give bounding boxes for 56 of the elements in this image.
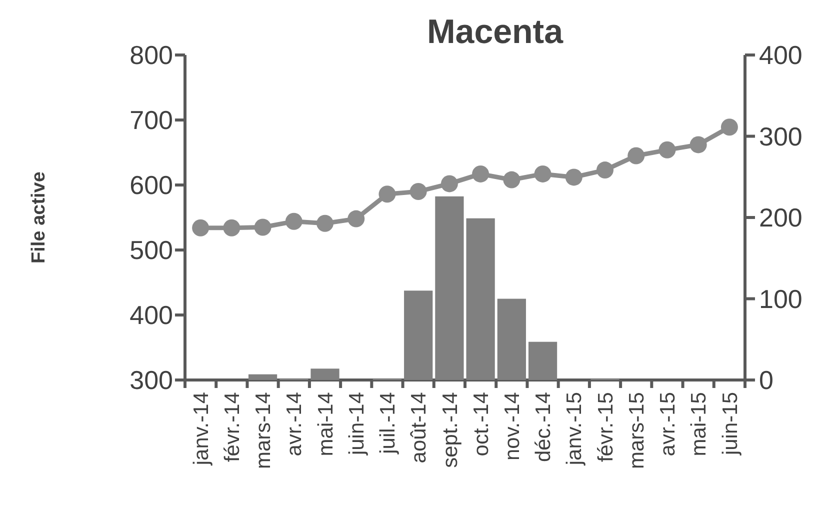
y-tick-label: 400 bbox=[130, 300, 173, 330]
chart-title: Macenta bbox=[426, 13, 564, 51]
x-tick-label: août-14 bbox=[408, 392, 431, 464]
x-tick-label: mars-15 bbox=[625, 392, 648, 470]
point bbox=[690, 136, 707, 154]
x-tick-label: janv.-14 bbox=[190, 392, 213, 466]
x-tick-label: juil.-14 bbox=[376, 392, 400, 455]
x-tick-label: sept.-14 bbox=[438, 392, 462, 468]
point bbox=[378, 186, 396, 203]
y2-tick-label: 200 bbox=[759, 202, 802, 233]
bar bbox=[248, 374, 278, 380]
y-tick-label: 800 bbox=[130, 40, 173, 70]
bar bbox=[497, 298, 526, 380]
x-tick-label: oct.-14 bbox=[470, 392, 493, 456]
point bbox=[316, 214, 334, 232]
x-tick-label: févr.-15 bbox=[594, 392, 618, 462]
point bbox=[565, 168, 582, 186]
point bbox=[534, 165, 552, 182]
point bbox=[440, 175, 458, 192]
point bbox=[192, 219, 210, 236]
y-tick-label: 500 bbox=[130, 235, 173, 266]
y2-tick-label: 300 bbox=[759, 121, 802, 152]
point bbox=[348, 210, 365, 228]
y2-tick-label: 0 bbox=[759, 365, 774, 396]
point bbox=[628, 147, 645, 164]
y2-tick-label: 400 bbox=[759, 40, 802, 70]
bar bbox=[310, 368, 340, 380]
x-tick-label: avr.-14 bbox=[283, 392, 306, 456]
point bbox=[503, 171, 520, 188]
x-tick-label: févr.-14 bbox=[221, 392, 244, 462]
bar bbox=[404, 290, 433, 380]
x-tick-label: janv.-15 bbox=[563, 392, 586, 466]
x-tick-label: nov.-14 bbox=[501, 392, 524, 460]
x-tick-label: juin-14 bbox=[345, 392, 368, 456]
point bbox=[658, 141, 676, 158]
point bbox=[410, 183, 427, 200]
point bbox=[596, 162, 614, 179]
x-tick-label: déc.-14 bbox=[532, 392, 556, 462]
bar bbox=[528, 342, 558, 380]
x-tick-label: juin-15 bbox=[718, 392, 742, 456]
y-tick-label: 300 bbox=[130, 365, 173, 396]
bar bbox=[435, 196, 464, 380]
point bbox=[254, 218, 272, 236]
y2-tick-label: 100 bbox=[759, 284, 802, 314]
point bbox=[472, 165, 490, 182]
point bbox=[720, 118, 738, 136]
bar bbox=[466, 218, 495, 380]
point bbox=[285, 212, 302, 230]
x-tick-label: mai-15 bbox=[688, 392, 711, 456]
y-tick-label: 600 bbox=[130, 170, 173, 200]
x-tick-label: mai-14 bbox=[314, 392, 338, 456]
x-tick-label: avr.-15 bbox=[656, 392, 680, 456]
point bbox=[223, 219, 240, 236]
y-axis-title: File active bbox=[28, 172, 50, 264]
x-tick-label: mars-14 bbox=[252, 392, 276, 470]
y-tick-label: 700 bbox=[130, 105, 173, 136]
